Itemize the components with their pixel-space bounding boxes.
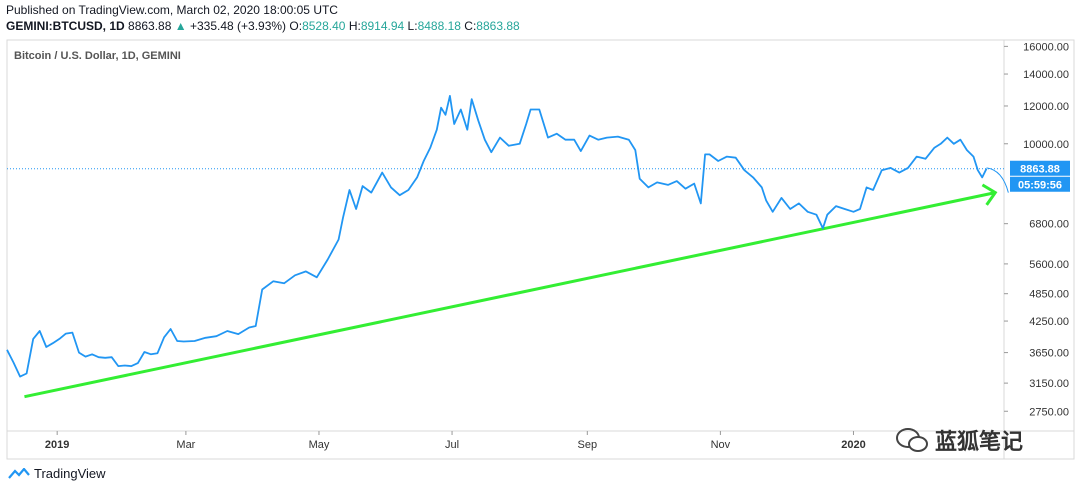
x-tick-label: 2019 — [45, 439, 69, 451]
published-info: Published on TradingView.com, March 02, … — [6, 3, 338, 17]
countdown-tag-label: 05:59:56 — [1018, 180, 1062, 192]
y-axis: 16000.00 14000.00 12000.00 10000.00 6800.00 5… — [1004, 41, 1069, 418]
wechat-icon — [896, 428, 928, 452]
symbol-line: GEMINI:BTCUSD, 1D — [6, 19, 125, 33]
y-tick-label: 5600.00 — [1029, 259, 1069, 271]
x-tick-label: Sep — [578, 439, 598, 451]
x-axis: 2019 Mar May Jul Sep Nov 2020 — [45, 431, 866, 451]
x-tick-label: Mar — [176, 439, 195, 451]
series-line — [6, 95, 988, 378]
tradingview-brand[interactable]: TradingView — [8, 466, 106, 481]
y-tick-label: 14000.00 — [1023, 69, 1069, 81]
high-value: 8914.94 — [360, 19, 405, 33]
y-tick-label: 12000.00 — [1023, 101, 1069, 113]
last-price-tag-label: 8863.88 — [1020, 164, 1060, 176]
x-tick-label: May — [309, 439, 330, 451]
last-price-tag — [1010, 160, 1070, 176]
y-tick-label: 4850.00 — [1029, 289, 1069, 301]
watermark: 蓝狐笔记 — [895, 424, 1023, 456]
change-up-icon: ▲ — [174, 19, 187, 33]
high-label: H: — [348, 19, 361, 33]
y-tick-label: 10000.00 — [1023, 139, 1069, 151]
y-tick-label: 16000.00 — [1023, 41, 1069, 53]
close-value: 8863.88 — [476, 19, 520, 33]
open-label: O: — [289, 19, 303, 33]
low-label: L: — [407, 19, 418, 33]
ohlc-legend: GEMINI:BTCUSD, 1D 8863.88 ▲ +335.48 (+3.… — [6, 19, 520, 33]
price-tags: 8863.88 05:59:56 — [1010, 160, 1070, 192]
tradingview-logo-icon — [8, 467, 30, 479]
x-tick-label: Nov — [711, 439, 731, 451]
close-label: C: — [464, 19, 477, 33]
open-value: 8528.40 — [302, 19, 346, 33]
countdown-tag — [1010, 176, 1070, 192]
change-value: +335.48 (+3.93%) — [189, 19, 287, 33]
last-price: 8863.88 — [128, 19, 172, 33]
brand-label: TradingView — [34, 466, 106, 481]
y-tick-label: 3150.00 — [1029, 378, 1069, 390]
x-tick-label: 2020 — [841, 439, 865, 451]
chart-title: Bitcoin / U.S. Dollar, 1D, GEMINI — [14, 50, 181, 62]
y-tick-label: 6800.00 — [1029, 219, 1069, 231]
low-value: 8488.18 — [417, 19, 461, 33]
trendline-arrow-icon — [981, 183, 998, 206]
projection-curve-arrow — [986, 167, 1009, 193]
x-tick-label: Jul — [445, 439, 459, 451]
chart-frame — [6, 39, 1075, 460]
trendline[interactable] — [24, 191, 996, 399]
watermark-text: 蓝狐笔记 — [935, 429, 1024, 454]
y-tick-label: 2750.00 — [1029, 406, 1069, 418]
y-tick-label: 4250.00 — [1029, 316, 1069, 328]
y-tick-label: 3650.00 — [1029, 348, 1069, 360]
